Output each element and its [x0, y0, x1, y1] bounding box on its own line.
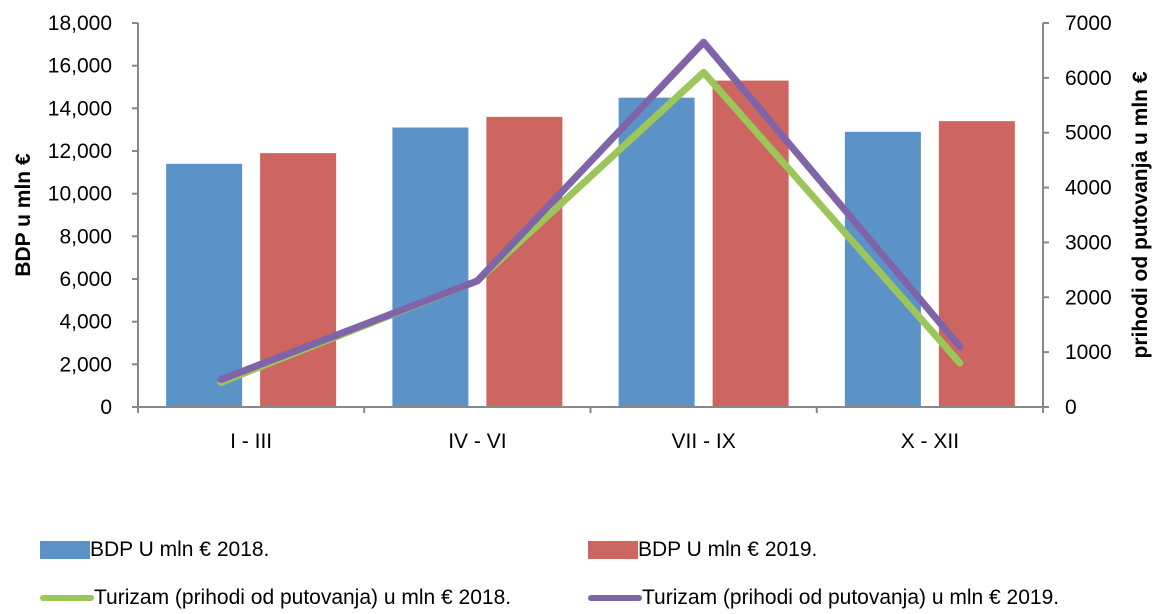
- x-tick-label: VII - IX: [672, 430, 736, 453]
- lines-layer: [217, 38, 964, 386]
- bar-2018-1: [166, 163, 243, 407]
- bars-layer: [166, 80, 1015, 408]
- y-axis-title-right: prihodi od putovanja u mln €: [1129, 71, 1152, 358]
- x-tick-label: X - XII: [901, 430, 959, 453]
- y-tick-label-left: 0: [100, 396, 112, 419]
- x-tick-label: I - III: [230, 430, 272, 453]
- y-tick-label-left: 12,000: [48, 140, 112, 163]
- y-tick-label-right: 0: [1065, 396, 1077, 419]
- ticks-layer: I - III IV - VI VII - IX X - XII 0 2,000 4,000…: [48, 12, 1112, 453]
- y-tick-label-right: 4000: [1065, 177, 1112, 200]
- y-tick-label-right: 1000: [1065, 341, 1112, 364]
- bar-2019-3: [712, 80, 789, 407]
- y-tick-label-left: 6,000: [59, 268, 112, 291]
- y-tick-label-left: 18,000: [48, 12, 112, 35]
- bar-2018-4: [844, 131, 921, 408]
- bar-2018-2: [392, 127, 469, 408]
- x-tick-label: IV - VI: [448, 430, 506, 453]
- y-tick-label-right: 3000: [1065, 231, 1112, 254]
- y-tick-label-left: 4,000: [59, 311, 112, 334]
- y-tick-label-left: 16,000: [48, 55, 112, 78]
- y-tick-label-left: 8,000: [59, 225, 112, 248]
- line-tourism-2019: [217, 38, 964, 384]
- y-tick-label-right: 6000: [1065, 67, 1112, 90]
- bar-2018-3: [618, 97, 695, 408]
- y-tick-label-left: 2,000: [59, 353, 112, 376]
- y-tick-label-left: 14,000: [48, 97, 112, 120]
- y-tick-label-right: 2000: [1065, 286, 1112, 309]
- bar-2019-1: [260, 153, 337, 407]
- y-axis-title-left: BDP u mln €: [12, 153, 35, 277]
- y-tick-label-right: 7000: [1065, 12, 1112, 35]
- y-tick-label-left: 10,000: [48, 183, 112, 206]
- y-tick-label-right: 5000: [1065, 122, 1112, 145]
- bar-2019-4: [938, 121, 1015, 407]
